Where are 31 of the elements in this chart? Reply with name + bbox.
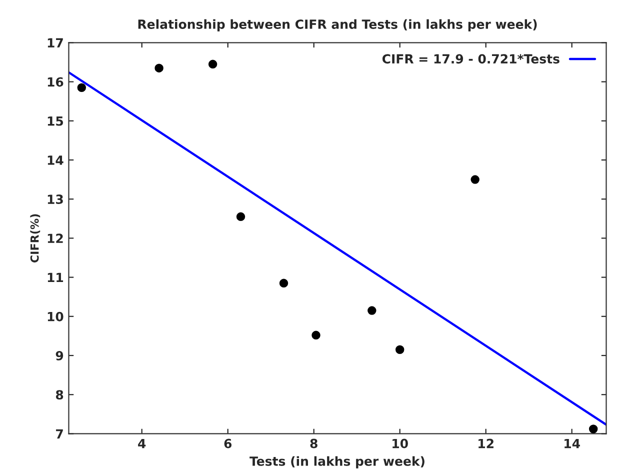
point <box>470 175 480 184</box>
x-tick-label: 14 <box>564 438 580 448</box>
y-tick-label: 11 <box>48 272 64 282</box>
point <box>236 212 246 222</box>
x-tick-label: 10 <box>392 438 408 448</box>
y-tick-label: 15 <box>48 116 64 126</box>
y-tick-label: 16 <box>48 77 64 87</box>
point <box>395 345 404 354</box>
y-tick-label: 13 <box>48 194 63 204</box>
y-tick-label: 7 <box>56 429 63 438</box>
x-axis-title: Tests (in lakhs per week) <box>250 456 424 468</box>
point <box>368 306 376 315</box>
y-tick-label: 8 <box>56 390 64 400</box>
x-tick-label: 12 <box>478 438 494 448</box>
y-tick-label: 12 <box>48 234 63 243</box>
chart-title: Relationship between CIFR and Tests (in lakhs per week) <box>138 19 537 32</box>
legend-label: CIFR = 17.9 - 0.721*Tests <box>382 54 560 64</box>
y-tick-label: 14 <box>48 156 64 165</box>
point <box>154 64 164 72</box>
point <box>77 83 86 92</box>
x-tick-label: 6 <box>224 438 232 448</box>
point <box>279 278 288 288</box>
point <box>312 330 320 340</box>
x-tick-label: 4 <box>138 438 146 448</box>
y-tick-label: 9 <box>56 350 64 360</box>
y-axis-title: CIFR(%) <box>30 214 40 262</box>
x-tick-label: 8 <box>310 438 318 448</box>
point <box>208 60 218 69</box>
y-tick-label: 10 <box>48 312 64 322</box>
point <box>588 424 598 434</box>
y-tick-label: 17 <box>48 38 63 48</box>
